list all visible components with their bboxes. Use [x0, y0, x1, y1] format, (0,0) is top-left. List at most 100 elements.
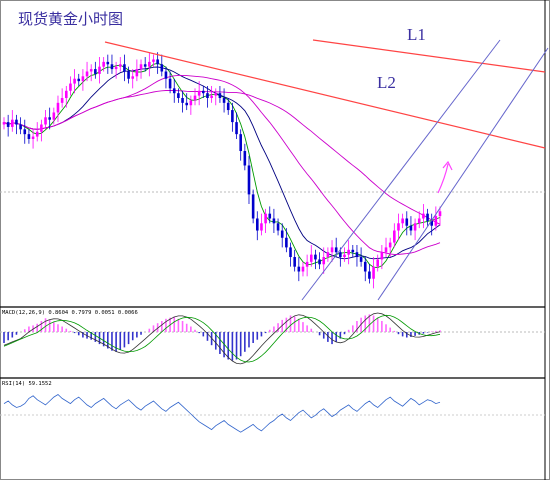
candle-body — [409, 225, 413, 231]
candle-body — [69, 83, 72, 91]
candle-body — [94, 69, 97, 74]
candle-body — [210, 95, 213, 99]
candle-body — [143, 64, 147, 67]
candle-body — [339, 252, 342, 258]
candle-body — [301, 266, 305, 272]
candle-body — [376, 259, 380, 267]
candle-body — [255, 218, 259, 231]
candle-body — [272, 218, 276, 224]
candle-body — [289, 247, 292, 258]
candle-body — [123, 64, 126, 72]
candle-body — [297, 266, 301, 272]
macd-params-label: MACD(12,26,9) 0.8604 0.7979 0.0051 0.006… — [2, 310, 138, 316]
candle-body — [127, 71, 130, 79]
candle-body — [384, 247, 388, 253]
candle-body — [177, 93, 180, 99]
projection-arrow — [437, 160, 453, 194]
label-l2: L2 — [377, 73, 396, 92]
ma-long-line — [3, 89, 441, 225]
candle-body — [314, 254, 317, 260]
candle-body — [135, 69, 139, 77]
candle-body — [309, 254, 313, 262]
candle-body — [405, 218, 409, 226]
candle-body — [23, 129, 27, 135]
candle-body — [48, 117, 51, 120]
channel-line-lower — [301, 39, 501, 301]
candle-body — [363, 261, 367, 272]
candle-body — [401, 218, 404, 224]
candle-body — [118, 64, 122, 67]
rsi-line-group — [3, 393, 441, 433]
candle-body — [268, 213, 272, 219]
candle-body — [85, 71, 89, 77]
trendline-l2 — [104, 41, 546, 149]
candle-body — [56, 102, 60, 113]
candle-body — [251, 194, 255, 219]
candle-body — [351, 249, 355, 253]
ma-fast-line — [3, 62, 441, 269]
candle-body — [168, 78, 172, 89]
candle-body — [426, 213, 429, 221]
candle-body — [11, 119, 14, 127]
candle-body — [334, 247, 338, 253]
candle-body — [197, 90, 201, 96]
moving-averages — [3, 62, 441, 269]
candle-body — [102, 61, 105, 67]
candle-body — [285, 237, 288, 248]
candle-body — [293, 257, 296, 267]
candle-body — [98, 66, 101, 74]
candle-body — [114, 66, 118, 70]
candle-body — [181, 98, 184, 103]
candle-body — [380, 252, 384, 260]
candle-body — [64, 90, 68, 99]
candle-body — [152, 59, 155, 62]
candle-body — [81, 76, 85, 82]
candle-body — [52, 112, 56, 120]
candle-body — [106, 61, 110, 65]
candle-body — [156, 59, 159, 65]
candle-body — [206, 93, 209, 99]
candle-body — [355, 252, 359, 258]
candle-body — [222, 98, 226, 103]
candle-body — [77, 78, 81, 82]
candle-body — [347, 249, 350, 255]
trendline-l1 — [312, 39, 546, 73]
candle-body — [89, 69, 93, 72]
candle-body — [372, 266, 375, 279]
candle-body — [434, 216, 438, 226]
candle-body — [326, 252, 330, 258]
candle-body — [110, 64, 114, 70]
channel-line-upper — [377, 47, 549, 301]
candle-body — [60, 98, 64, 103]
candle-body — [160, 64, 164, 72]
candle-body — [264, 213, 267, 224]
candle-body — [35, 131, 39, 137]
candle-body — [218, 93, 222, 99]
candle-body — [27, 134, 31, 139]
candle-body — [214, 93, 218, 96]
candle-body — [393, 230, 396, 243]
candle-body — [413, 223, 417, 231]
macd-main-line — [3, 314, 441, 363]
rsi-line — [3, 393, 441, 433]
rsi-params-label: RSI(14) 59.1552 — [2, 381, 52, 387]
candle-body — [193, 95, 197, 101]
candle-body — [15, 119, 18, 125]
candle-body — [19, 124, 22, 130]
candle-body — [388, 242, 392, 248]
candle-body — [430, 220, 433, 226]
candle-body — [44, 117, 47, 125]
candle-body — [276, 223, 280, 231]
candle-body — [422, 213, 425, 219]
candle-body — [231, 110, 234, 123]
candle-body — [330, 247, 334, 253]
candle-body — [202, 90, 205, 94]
candle-body — [73, 78, 76, 84]
label-l1: L1 — [407, 25, 426, 44]
candle-body — [189, 100, 193, 106]
candles — [2, 52, 442, 289]
candle-body — [438, 211, 442, 217]
